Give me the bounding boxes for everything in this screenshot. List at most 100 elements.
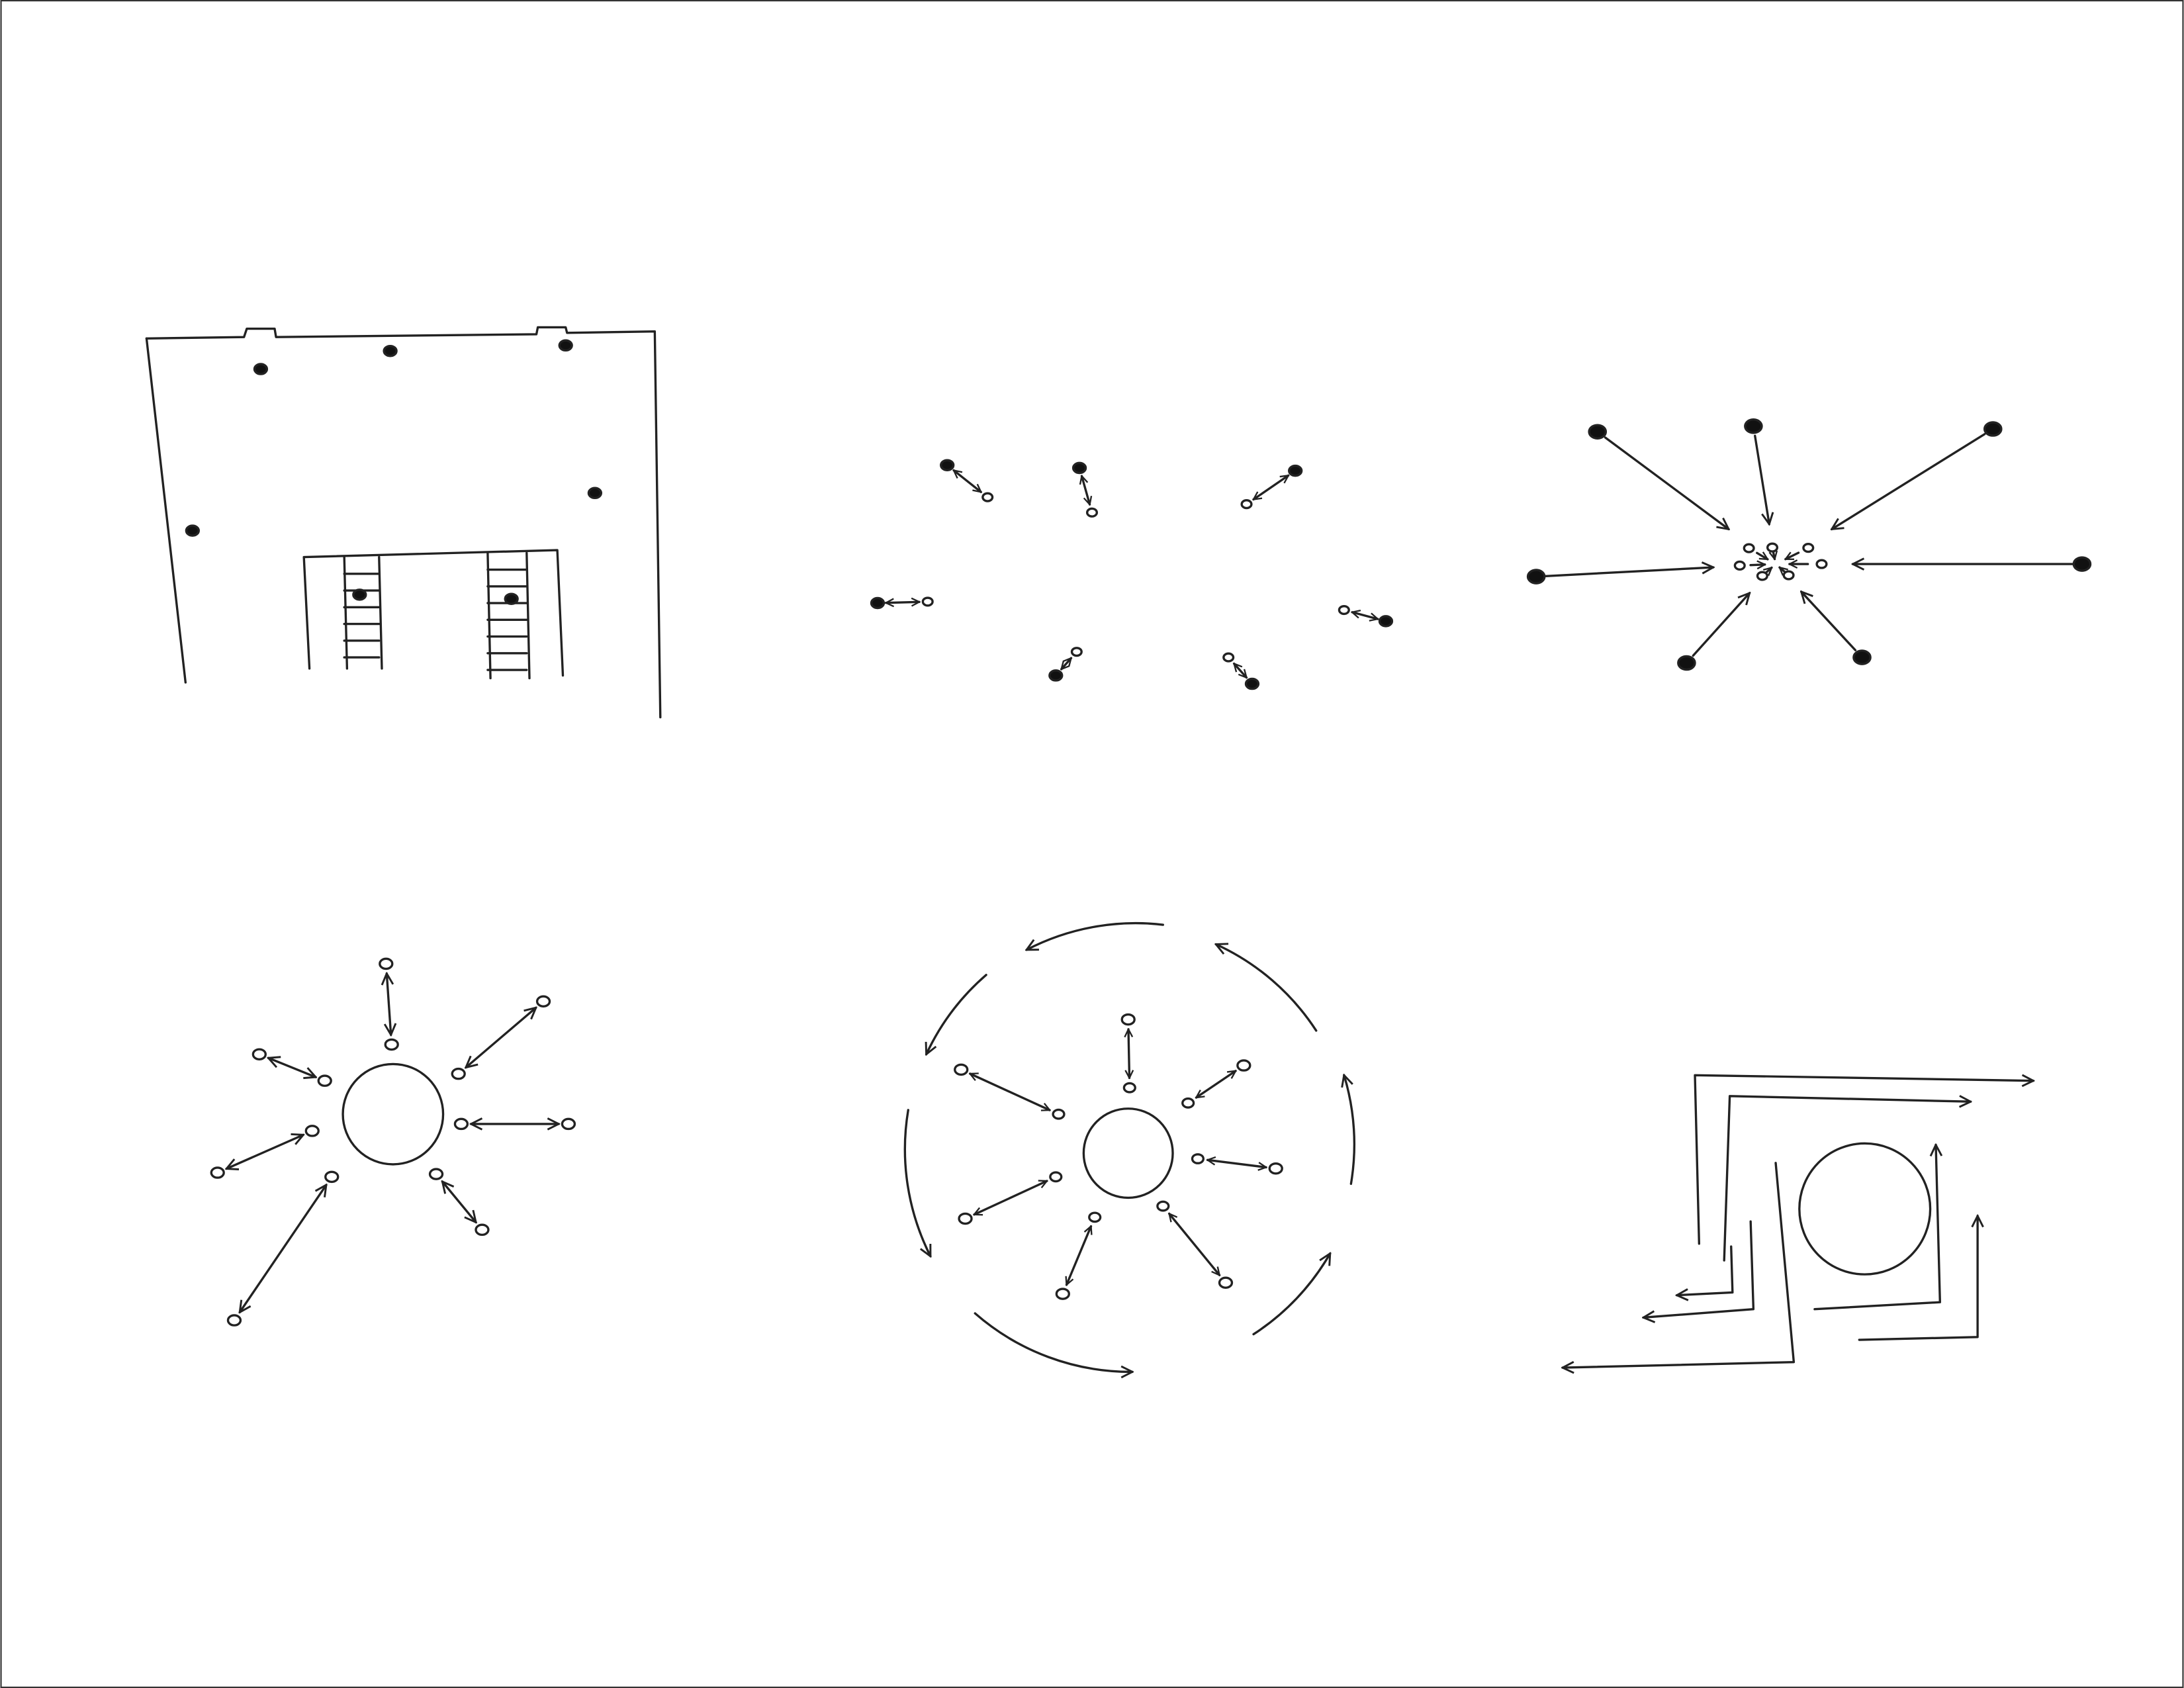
position-dot [1218,1276,1234,1289]
circulation-arc [903,1109,932,1256]
ladder-rail [378,555,383,670]
circulation-arc [974,1312,1132,1372]
double-arrow [442,1182,476,1222]
position-dot [1156,1200,1170,1212]
tiny-arrow [1786,551,1800,561]
inner-structure [302,549,565,677]
position-dot [561,1117,576,1131]
tiny-arrow [1774,553,1775,559]
position-dot [1122,1082,1136,1094]
position-dot [1236,1059,1251,1072]
bent-arrow [1858,1216,1978,1341]
converging-arrow [1801,592,1857,651]
person-dot [253,363,269,375]
position-dot [1088,1211,1102,1223]
small-arrow [954,469,981,493]
position-dot [1338,604,1350,616]
position-dot [384,1038,399,1051]
position-dot [453,1117,469,1131]
position-dot [1181,1097,1195,1109]
person-dot [185,524,200,537]
person-dot [1288,464,1303,477]
room-outline [145,326,662,719]
small-arrow [1352,612,1378,619]
person-dot [1852,649,1872,665]
double-arrow [1128,1028,1130,1080]
center-circle [1082,1107,1174,1199]
bent-arrow [1694,1074,2033,1245]
person-dot [352,588,367,601]
person-dot [1744,418,1763,434]
position-dot [981,492,994,502]
position-dot [958,1212,973,1225]
position-dot [1240,499,1253,510]
bent-arrow [1723,1096,1970,1262]
position-dot [475,1223,490,1237]
position-dot [1120,1013,1136,1026]
position-dot [1766,542,1779,553]
tiny-arrow [1766,567,1772,572]
position-dot [1055,1288,1070,1300]
person-dot [558,339,573,352]
position-dot [1815,559,1828,569]
position-dot [1191,1153,1205,1164]
position-dot [1049,1171,1063,1183]
circulation-arc [1252,1254,1332,1336]
position-dot [954,1063,969,1076]
person-dot [1588,424,1608,440]
ladder-rail [343,555,349,670]
position-dot [1268,1162,1283,1175]
converging-arrow [1692,593,1749,657]
position-dot [304,1125,320,1137]
person-dot [1048,669,1064,682]
position-dot [1052,1108,1066,1120]
bent-arrow [1563,1162,1796,1368]
double-arrow [1066,1226,1091,1285]
converging-arrow [1832,433,1986,530]
person-dot [383,344,398,357]
person-dot [870,596,886,610]
position-dot [1733,560,1746,571]
person-dot [1526,569,1546,585]
position-dot [535,995,551,1008]
person-dot [1244,677,1260,690]
person-dot [504,592,519,605]
ladder-rail [525,551,531,680]
double-arrow [974,1180,1047,1216]
center-circle [1798,1142,1932,1276]
position-dot [451,1067,466,1080]
ladder-rail [486,551,492,680]
double-arrow [268,1058,316,1077]
room-wall [145,337,187,684]
center-circle [341,1062,445,1166]
person-dot [2072,556,2092,572]
person-dot [1378,615,1394,628]
converging-arrow [1754,434,1770,524]
bent-arrow [1643,1220,1755,1317]
circulation-arc [1216,944,1318,1032]
bent-arrow [1813,1145,1940,1311]
double-arrow [970,1072,1050,1111]
person-dot [1983,421,2003,437]
tiny-arrow [1756,553,1768,561]
position-dot [379,957,394,970]
double-arrow [387,974,390,1035]
position-dot [921,596,934,607]
double-arrow [226,1135,303,1168]
double-arrow [240,1185,326,1312]
circulation-arc [1026,921,1164,951]
double-arrow [466,1008,536,1067]
position-dot [1743,543,1755,553]
converging-arrow [1604,436,1729,529]
double-arrow [1208,1160,1267,1167]
circulation-arc [927,974,987,1055]
position-dot [226,1314,242,1327]
position-dot [1070,647,1083,657]
person-dot [1071,461,1087,475]
position-dot [317,1074,332,1087]
person-dot [587,487,603,500]
small-arrow [1234,663,1247,677]
position-dot [251,1048,267,1060]
